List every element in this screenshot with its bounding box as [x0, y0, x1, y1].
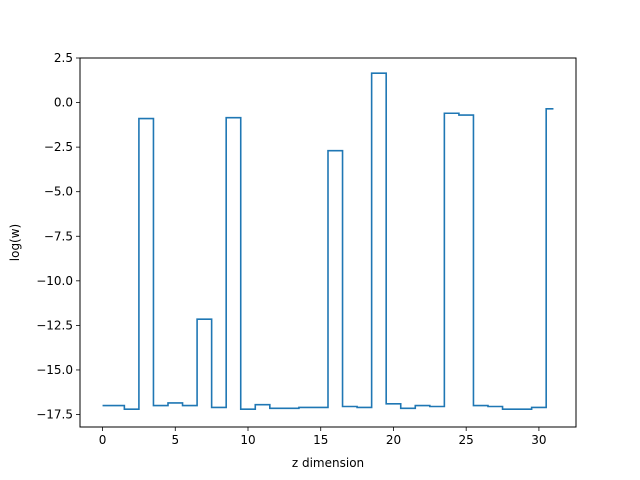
y-tick-label: −12.5 — [36, 318, 73, 332]
plot-layer — [102, 72, 554, 410]
x-tick-label: 30 — [531, 433, 546, 447]
x-ticks: 0 5 10 15 20 25 30 — [99, 427, 547, 447]
y-tick-label: 0.0 — [54, 96, 73, 110]
y-tick-label: −2.5 — [44, 140, 73, 154]
axes-frame — [79, 57, 577, 428]
y-tick-label: −7.5 — [44, 229, 73, 243]
y-tick-label: −10.0 — [36, 274, 73, 288]
y-tick-label: −5.0 — [44, 185, 73, 199]
x-axis-label: z dimension — [292, 456, 364, 470]
x-tick-label: 0 — [99, 433, 107, 447]
x-tick-label: 25 — [459, 433, 474, 447]
y-tick-label: −15.0 — [36, 363, 73, 377]
y-tick-label: −17.5 — [36, 408, 73, 422]
y-tick-label: 2.5 — [54, 51, 73, 65]
x-tick-label: 10 — [240, 433, 255, 447]
x-tick-label: 20 — [386, 433, 401, 447]
x-tick-label: 5 — [171, 433, 179, 447]
x-tick-label: 15 — [313, 433, 328, 447]
y-axis-label: log(w) — [8, 224, 22, 261]
y-ticks: 2.5 0.0 −2.5 −5.0 −7.5 −10.0 −12.5 −15.0 −17.5 — [36, 51, 80, 422]
data-series-line — [102, 72, 554, 410]
